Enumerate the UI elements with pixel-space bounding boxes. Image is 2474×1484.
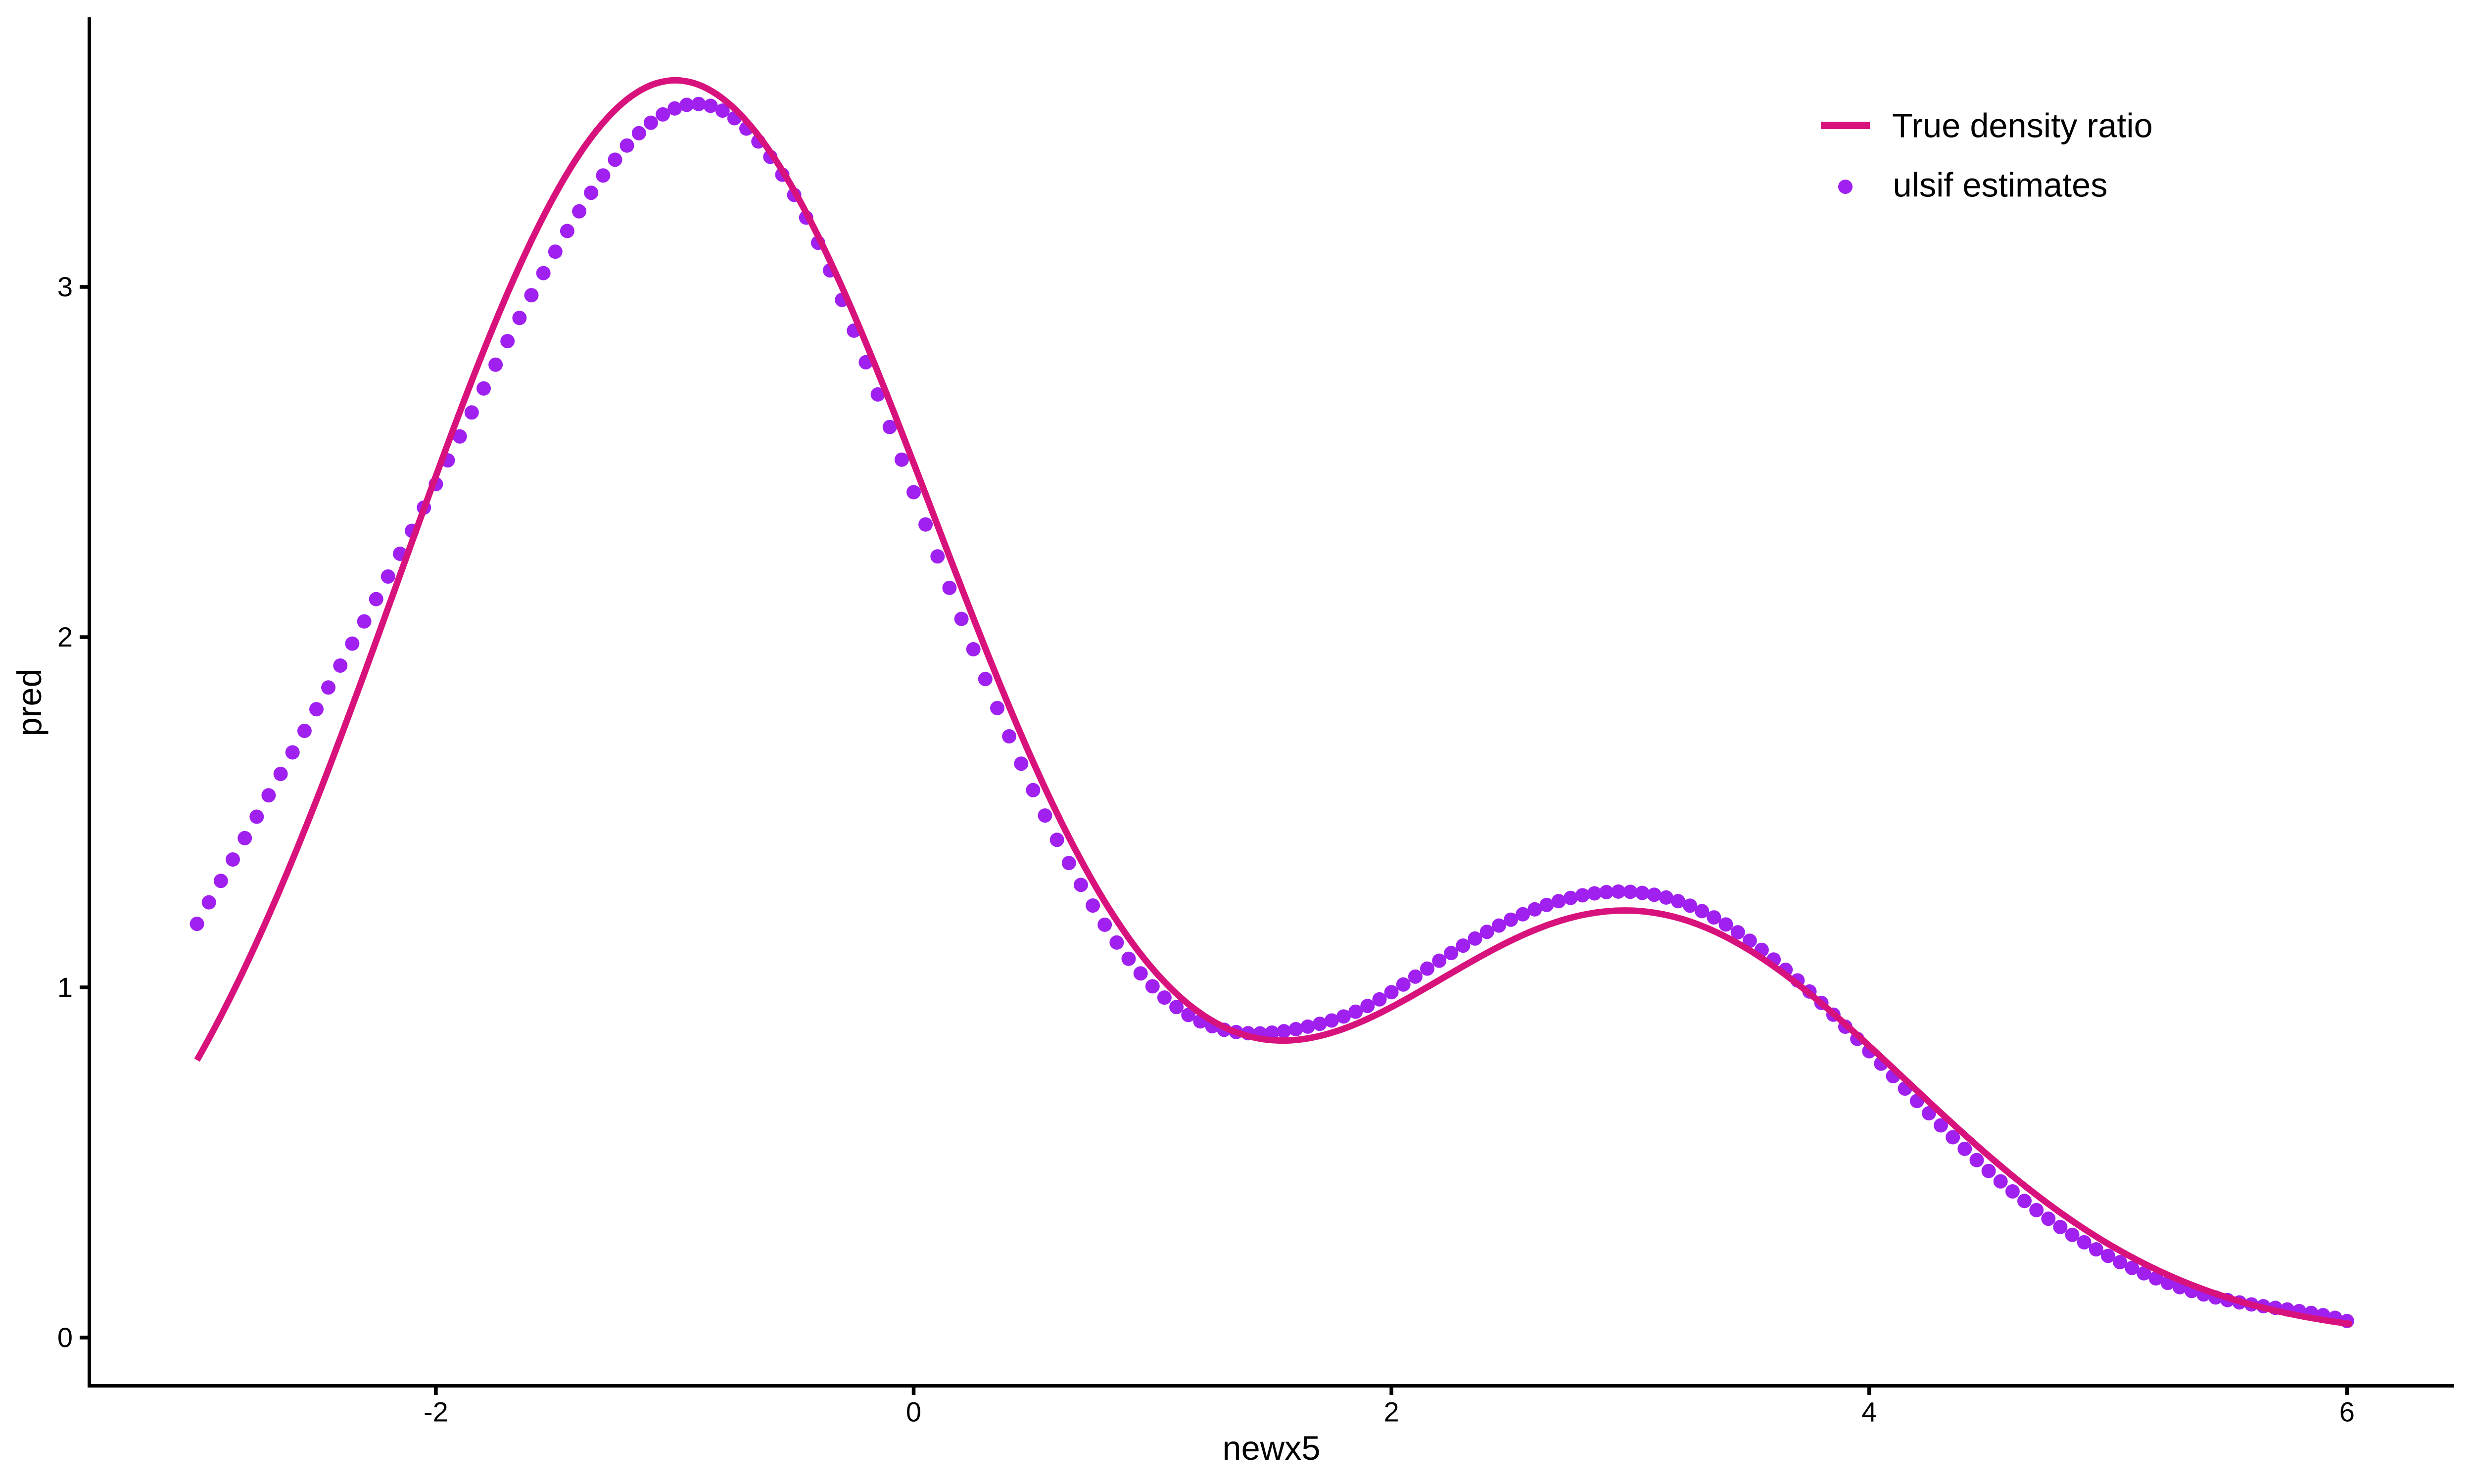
svg-text:0: 0 xyxy=(57,1322,73,1353)
svg-text:3: 3 xyxy=(57,271,73,302)
svg-text:True density ratio: True density ratio xyxy=(1892,107,2153,145)
svg-text:2: 2 xyxy=(57,621,73,652)
svg-text:pred: pred xyxy=(10,668,48,736)
svg-text:0: 0 xyxy=(906,1396,921,1428)
svg-text:4: 4 xyxy=(1861,1396,1877,1428)
svg-text:ulsif estimates: ulsif estimates xyxy=(1893,166,2108,204)
svg-text:-2: -2 xyxy=(424,1396,448,1428)
svg-text:1: 1 xyxy=(57,972,73,1003)
svg-text:newx5: newx5 xyxy=(1222,1429,1320,1467)
svg-text:2: 2 xyxy=(1384,1396,1399,1428)
svg-text:6: 6 xyxy=(2339,1396,2355,1428)
